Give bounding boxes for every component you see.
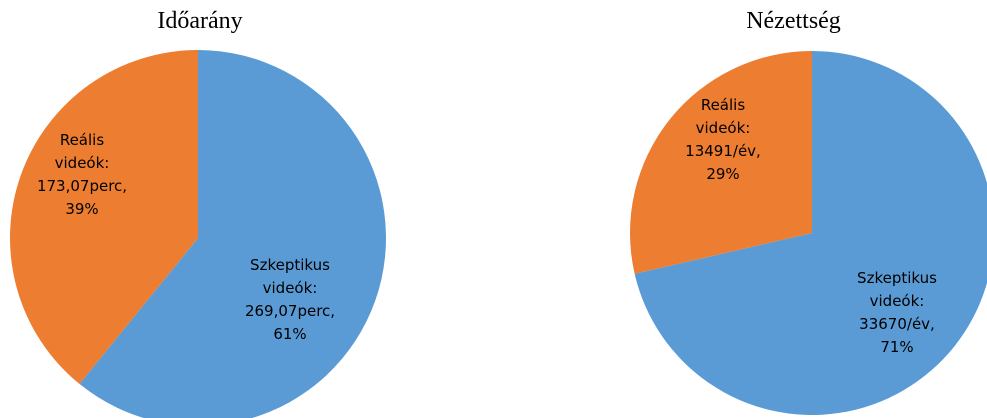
pie-svg: Szkeptikus videók: 269,07perc, 61% Reális vid… (9, 49, 386, 418)
pie-slice-realis (9, 49, 198, 384)
chart-title: Nézettség (746, 8, 841, 34)
pie-slice-realis (630, 51, 812, 274)
pie-chart-idoarany: Időarány Szkeptikus videók: 269,07perc, 61%… (0, 0, 400, 418)
pie-slice-szkeptikus (79, 50, 386, 418)
pie-chart-nezettseg: Nézettség Szkeptikus videók: 33670/év, 71% R… (600, 0, 987, 418)
pie-svg: Szkeptikus videók: 33670/év, 71% Reális videó… (630, 51, 987, 415)
slice-label-szkeptikus: Szkeptikus videók: 269,07perc, 61% (245, 256, 335, 343)
chart-title: Időarány (157, 8, 243, 34)
pie-slice-szkeptikus (634, 51, 987, 415)
slice-label-realis: Reális videók: 173,07perc, 39% (37, 131, 127, 218)
slice-label-realis: Reális videók: 13491/év, 29% (685, 96, 761, 183)
slice-label-szkeptikus: Szkeptikus videók: 33670/év, 71% (857, 269, 937, 356)
